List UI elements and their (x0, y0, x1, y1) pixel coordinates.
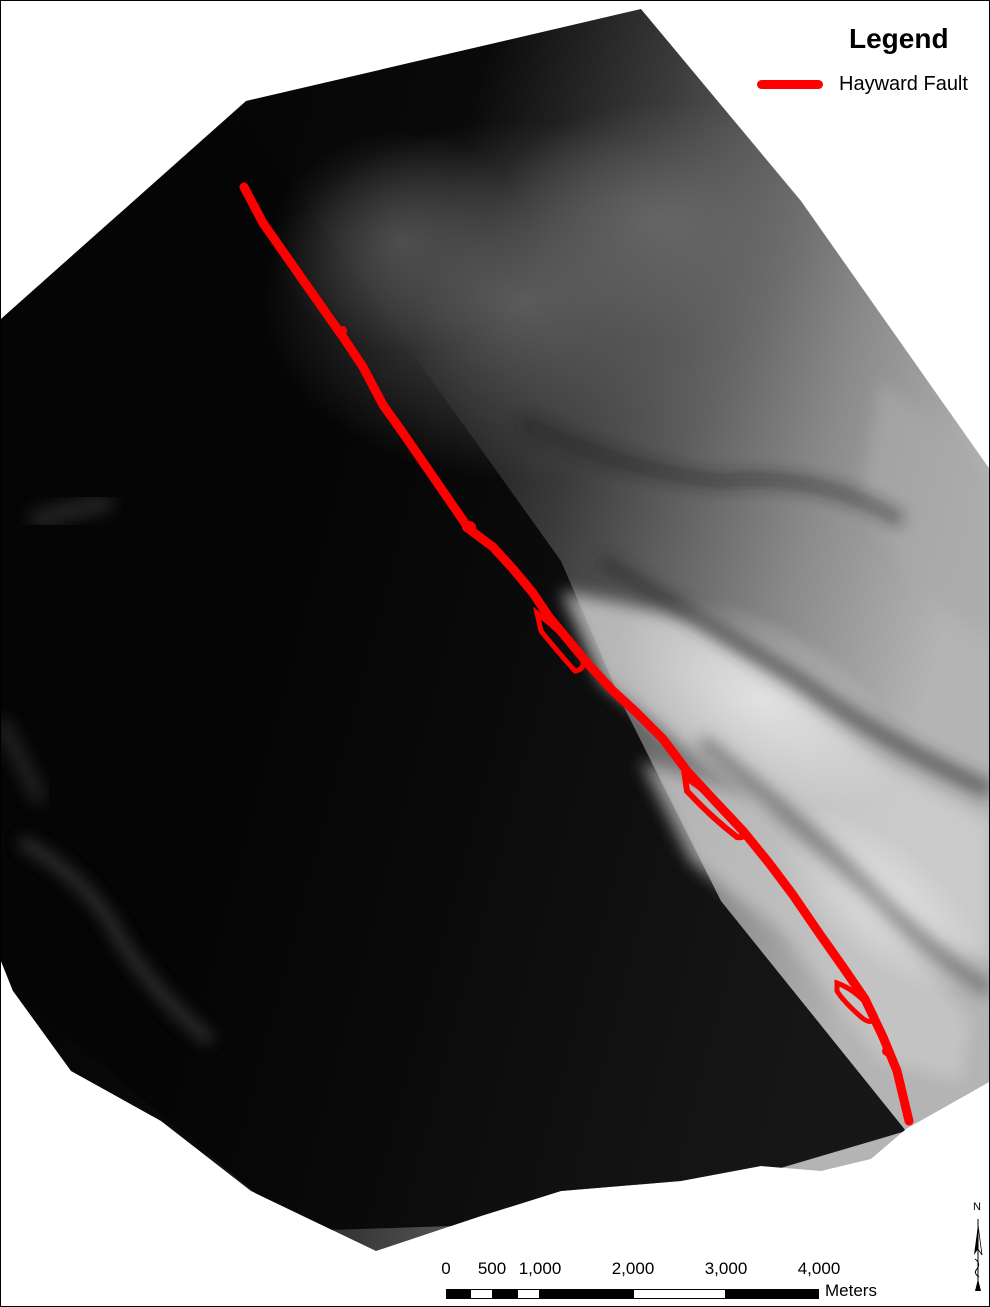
legend: Legend Hayward Fault (751, 23, 989, 103)
scale-segment (470, 1289, 493, 1299)
scale-segment (517, 1289, 540, 1299)
legend-title: Legend (849, 23, 949, 54)
scale-label-4000: 4,000 (797, 1259, 841, 1278)
scale-segment (540, 1289, 633, 1299)
scale-segment (726, 1289, 819, 1299)
scale-segment (633, 1289, 726, 1299)
scale-label-3000: 3,000 (704, 1259, 748, 1278)
north-arrow-label: N (973, 1201, 981, 1213)
scale-segment (446, 1289, 470, 1299)
scale-units: Meters (825, 1281, 877, 1300)
legend-item-hayward-fault: Hayward Fault (757, 73, 987, 97)
hayward-fault-line (239, 182, 914, 1126)
scale-label-500: 500 (477, 1259, 507, 1278)
legend-swatch (757, 80, 823, 89)
north-arrow: N (967, 1201, 989, 1296)
legend-item-label: Hayward Fault (839, 73, 968, 95)
scale-label-0: 0 (441, 1259, 451, 1278)
scale-segment (493, 1289, 517, 1299)
scale-label-1000: 1,000 (518, 1259, 562, 1278)
scale-label-2000: 2,000 (611, 1259, 655, 1278)
scale-bar: 0 500 1,000 2,000 3,000 4,000 Meters (431, 1259, 911, 1304)
north-arrow-icon (974, 1219, 983, 1291)
